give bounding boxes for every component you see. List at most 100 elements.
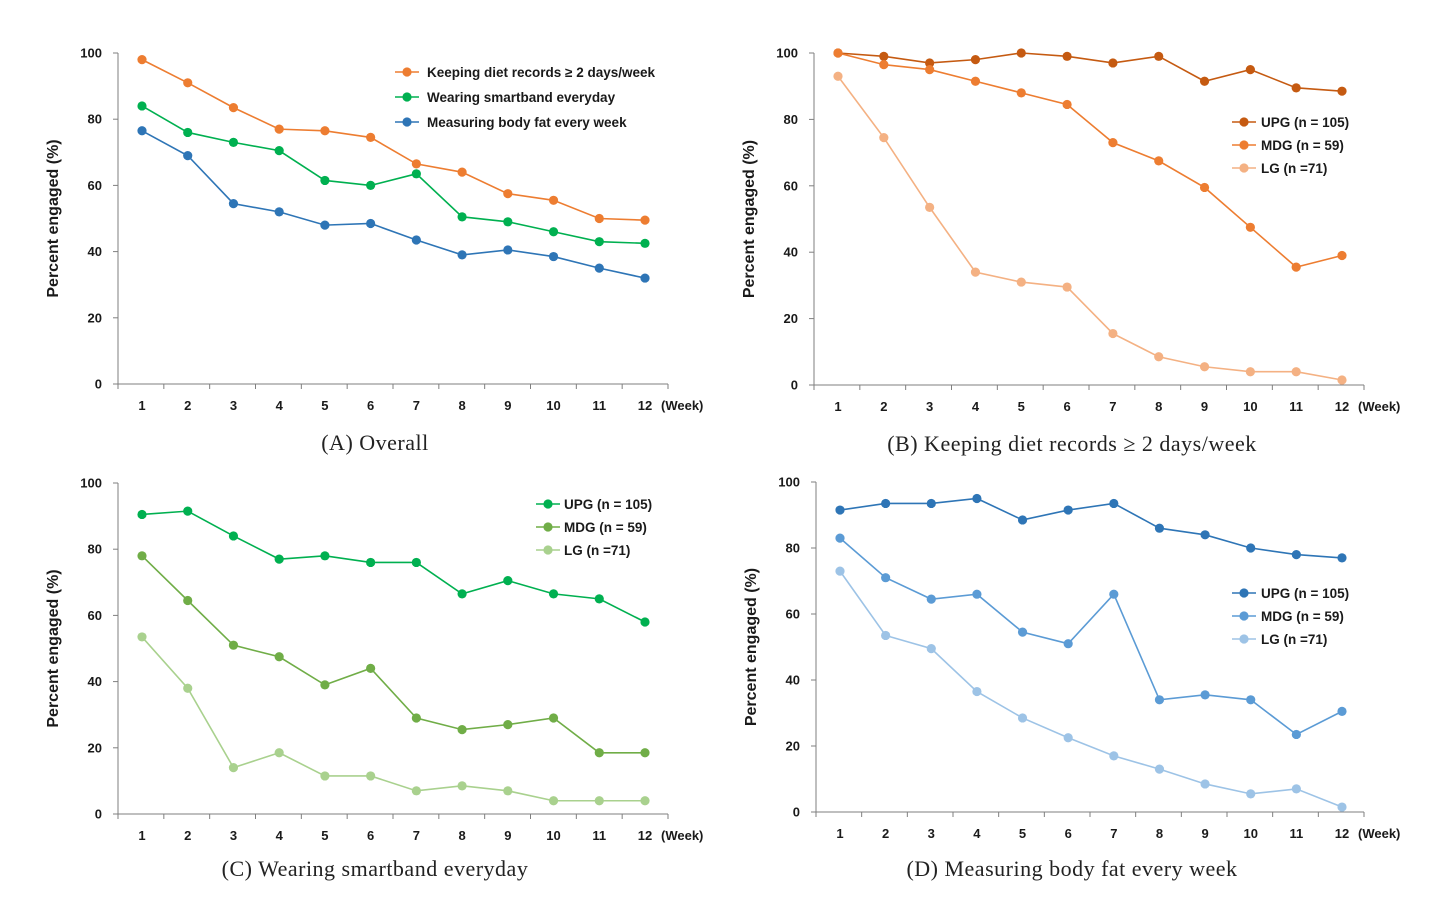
data-point	[320, 551, 330, 561]
data-point	[411, 786, 421, 796]
data-point	[1109, 589, 1119, 599]
y-axis-title: Percent engaged (%)	[743, 568, 760, 726]
x-tick-label: 6	[1063, 399, 1070, 414]
series-line-1	[141, 510, 646, 623]
data-point	[1337, 553, 1347, 563]
data-point	[1291, 550, 1301, 560]
series-line-3	[141, 636, 645, 802]
data-point	[972, 589, 982, 599]
legend-label: UPG (n = 105)	[564, 497, 652, 512]
data-point	[503, 189, 513, 199]
y-tick-label: 40	[786, 673, 800, 688]
x-tick-label: 4	[276, 398, 284, 413]
data-point	[228, 640, 239, 650]
data-point	[833, 48, 843, 58]
data-point	[137, 509, 147, 520]
data-point	[1154, 695, 1165, 705]
data-point	[1016, 48, 1026, 58]
data-point	[1154, 523, 1165, 533]
data-point	[833, 71, 843, 81]
series-line-2	[141, 105, 646, 245]
panel-caption: (C) Wearing smartband everyday	[222, 856, 529, 881]
x-tick-label: 11	[592, 828, 606, 843]
data-point	[1199, 76, 1210, 86]
x-tick-label: 1	[138, 828, 145, 843]
x-tick-label: 2	[880, 399, 887, 414]
data-point	[1200, 779, 1210, 789]
data-point	[925, 58, 935, 68]
data-point	[274, 554, 284, 564]
data-point	[1245, 222, 1255, 232]
x-tick-label: 5	[1019, 826, 1026, 841]
series-line-2	[839, 537, 1343, 736]
legend-label: Measuring body fat every week	[427, 115, 627, 130]
data-point	[1062, 51, 1072, 61]
x-tick-label: 4	[276, 828, 284, 843]
data-point	[970, 55, 981, 65]
legend-swatch-marker	[1239, 117, 1249, 127]
y-tick-label: 20	[88, 740, 102, 755]
y-axis-title: Percent engaged (%)	[741, 140, 758, 298]
data-point	[366, 771, 376, 781]
x-tick-label: 7	[1110, 826, 1117, 841]
data-point	[1017, 713, 1028, 723]
legend-label: UPG (n = 105)	[1261, 115, 1349, 130]
x-tick-label: 5	[1018, 399, 1025, 414]
x-tick-label: 9	[1201, 399, 1208, 414]
x-tick-label: 1	[834, 399, 841, 414]
data-point	[1017, 515, 1028, 525]
data-point	[1246, 695, 1256, 705]
y-tick-label: 80	[784, 112, 798, 127]
y-tick-label: 80	[88, 112, 102, 127]
data-point	[1199, 362, 1210, 372]
data-point	[503, 245, 513, 255]
data-point	[640, 238, 650, 248]
series-line-2	[837, 52, 1343, 269]
data-point	[1108, 328, 1118, 339]
x-tick-label: 11	[1289, 399, 1303, 414]
x-tick-label: 1	[138, 398, 145, 413]
series-line-3	[141, 130, 646, 279]
x-tick-label: 5	[321, 828, 328, 843]
legend-label: MDG (n = 59)	[1261, 609, 1344, 624]
data-point	[1200, 530, 1210, 540]
data-point	[137, 55, 147, 65]
data-point	[594, 594, 604, 604]
data-point	[640, 617, 650, 627]
y-axis-title: Percent engaged (%)	[45, 569, 62, 727]
x-tick-label: 12	[1335, 826, 1349, 841]
data-point	[926, 594, 936, 604]
y-tick-label: 20	[784, 311, 798, 326]
data-point	[137, 551, 147, 561]
data-point	[503, 217, 513, 227]
data-point	[411, 557, 421, 568]
data-point	[183, 78, 193, 88]
data-point	[1337, 802, 1347, 812]
y-tick-label: 60	[88, 608, 102, 623]
x-tick-label: 8	[1156, 826, 1163, 841]
legend-swatch-marker	[402, 92, 412, 102]
data-point	[594, 263, 604, 273]
y-tick-label: 40	[88, 674, 102, 689]
x-tick-label: 6	[1065, 826, 1072, 841]
x-tick-label: 11	[592, 398, 606, 413]
data-point	[366, 132, 376, 143]
data-point	[879, 51, 889, 61]
data-point	[228, 763, 239, 773]
data-point	[1245, 367, 1255, 377]
data-point	[835, 533, 845, 543]
data-point	[548, 227, 559, 237]
legend-swatch-marker	[1239, 588, 1249, 598]
legend-swatch-marker	[1239, 163, 1249, 173]
data-point	[1109, 751, 1119, 761]
panel-caption: (B) Keeping diet records ≥ 2 days/week	[887, 431, 1257, 456]
data-point	[411, 235, 421, 245]
y-tick-label: 0	[95, 377, 102, 392]
data-point	[366, 180, 376, 190]
legend-swatch-marker	[1239, 140, 1249, 150]
data-point	[457, 250, 467, 260]
x-tick-label: 2	[882, 826, 889, 841]
data-point	[548, 713, 559, 723]
